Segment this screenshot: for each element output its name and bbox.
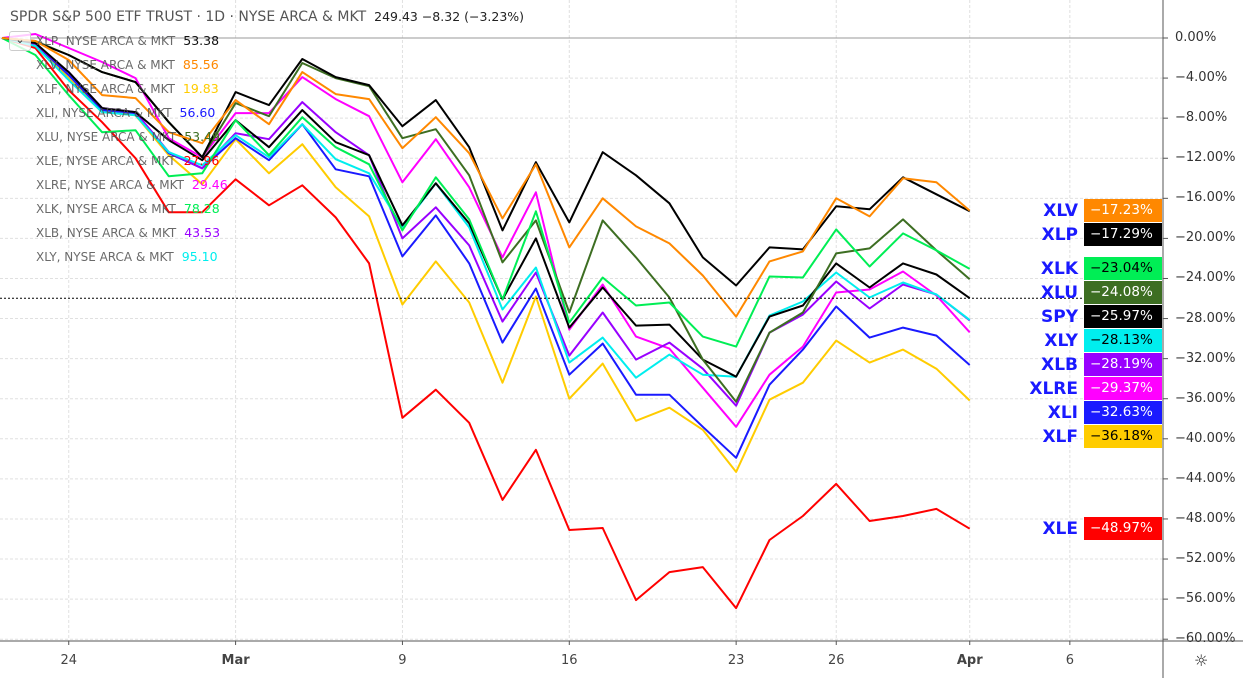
legend-item[interactable]: XLI, NYSE ARCA & MKT 56.60 xyxy=(36,105,228,129)
legend-label: XLY, NYSE ARCA & MKT xyxy=(36,250,174,264)
legend-label: XLI, NYSE ARCA & MKT xyxy=(36,106,172,120)
y-tick-label: −20.00% xyxy=(1175,230,1236,246)
legend-value: 43.53 xyxy=(184,225,221,240)
legend-value: 78.28 xyxy=(183,201,220,216)
last-value-badge-xly: −28.13% xyxy=(1084,329,1162,353)
series-label-xly: XLY xyxy=(1044,330,1078,351)
last-value-badge-xlp: −17.29% xyxy=(1084,223,1162,247)
legend-item[interactable]: XLB, NYSE ARCA & MKT 43.53 xyxy=(36,225,228,249)
y-tick-label: −52.00% xyxy=(1175,551,1236,567)
legend-value: 56.60 xyxy=(179,105,216,120)
last-value-badge-xlb: −28.19% xyxy=(1084,353,1162,377)
last-value-badge-xlv: −17.23% xyxy=(1084,199,1162,223)
series-label-xli: XLI xyxy=(1047,402,1078,423)
last-value-badge-xle: −48.97% xyxy=(1084,517,1162,541)
last-value-badge-xlre: −29.37% xyxy=(1084,377,1162,401)
y-tick-label: −16.00% xyxy=(1175,190,1236,206)
y-tick-label: 0.00% xyxy=(1175,30,1217,45)
legend-label: XLK, NYSE ARCA & MKT xyxy=(36,202,176,216)
series-label-xlb: XLB xyxy=(1041,354,1078,375)
series-line-xlre xyxy=(1,33,971,428)
legend-value: 53.49 xyxy=(184,129,220,144)
series-label-xlre: XLRE xyxy=(1029,378,1078,399)
series-label-xle: XLE xyxy=(1042,518,1078,539)
legend-item[interactable]: XLF, NYSE ARCA & MKT 19.83 xyxy=(36,81,228,105)
legend-value: 29.46 xyxy=(191,177,228,192)
legend-item[interactable]: XLU, NYSE ARCA & MKT 53.49 xyxy=(36,129,228,153)
series-line-xlk xyxy=(1,37,971,348)
chevron-down-icon: ⌄ xyxy=(15,33,25,46)
y-tick-label: −36.00% xyxy=(1175,390,1236,406)
y-tick-label: −48.00% xyxy=(1175,510,1236,526)
series-label-xlp: XLP xyxy=(1041,224,1078,245)
x-tick-label: 24 xyxy=(60,653,78,668)
series-line-xlf xyxy=(1,37,971,473)
last-value-badge-xlu: −24.08% xyxy=(1084,281,1162,305)
x-tick-label: 6 xyxy=(1065,653,1074,668)
series-line-xle xyxy=(1,37,971,610)
series-lines xyxy=(1,33,971,610)
legend-label: XLU, NYSE ARCA & MKT xyxy=(36,130,177,144)
y-tick-label: −8.00% xyxy=(1175,110,1228,126)
legend-value: 95.10 xyxy=(181,249,218,264)
y-tick-label: −56.00% xyxy=(1175,591,1236,607)
legend-label: XLP, NYSE ARCA & MKT xyxy=(36,34,176,48)
x-tick-label: 16 xyxy=(561,653,578,668)
x-tick-label: 9 xyxy=(398,653,407,668)
x-tick-label: Mar xyxy=(221,653,250,668)
y-tick-label: −60.00% xyxy=(1175,631,1236,647)
y-tick-label: −40.00% xyxy=(1175,430,1236,446)
legend-value: 85.56 xyxy=(182,57,219,72)
legend-label: XLV, NYSE ARCA & MKT xyxy=(36,58,175,72)
chart-header: SPDR S&P 500 ETF TRUST · 1D · NYSE ARCA … xyxy=(10,9,524,25)
y-tick-label: −4.00% xyxy=(1175,70,1228,86)
series-label-xlk: XLK xyxy=(1040,258,1078,279)
legend-label: XLF, NYSE ARCA & MKT xyxy=(36,82,175,96)
legend-label: XLRE, NYSE ARCA & MKT xyxy=(36,178,184,192)
chart-title: SPDR S&P 500 ETF TRUST · 1D · NYSE ARCA … xyxy=(10,9,367,25)
legend-value: 53.38 xyxy=(183,33,220,48)
last-value-badge-spy: −25.97% xyxy=(1084,305,1162,329)
series-line-xly xyxy=(1,37,971,379)
y-tick-label: −24.00% xyxy=(1175,270,1236,286)
legend-item[interactable]: XLE, NYSE ARCA & MKT 27.96 xyxy=(36,153,228,177)
last-value-badge-xlk: −23.04% xyxy=(1084,257,1162,281)
legend-collapse-button[interactable]: ⌄ xyxy=(9,31,31,51)
x-tick-label: 23 xyxy=(727,653,745,668)
series-label-xlf: XLF xyxy=(1042,426,1078,447)
legend-label: XLE, NYSE ARCA & MKT xyxy=(36,154,176,168)
y-tick-label: −32.00% xyxy=(1175,350,1236,366)
legend-value: 19.83 xyxy=(182,81,219,96)
legend-item[interactable]: XLRE, NYSE ARCA & MKT 29.46 xyxy=(36,177,228,201)
legend-item[interactable]: XLV, NYSE ARCA & MKT 85.56 xyxy=(36,57,228,81)
legend: XLP, NYSE ARCA & MKT 53.38 XLV, NYSE ARCA … xyxy=(36,33,228,273)
last-value-badge-xli: −32.63% xyxy=(1084,401,1162,425)
last-value-badge-xlf: −36.18% xyxy=(1084,425,1162,449)
legend-item[interactable]: XLP, NYSE ARCA & MKT 53.38 xyxy=(36,33,228,57)
y-tick-label: −12.00% xyxy=(1175,150,1236,166)
series-label-xlv: XLV xyxy=(1043,200,1078,221)
series-line-xlv xyxy=(1,37,971,318)
x-tick-label: 26 xyxy=(827,653,845,668)
series-label-xlu: XLU xyxy=(1040,282,1078,303)
legend-label: XLB, NYSE ARCA & MKT xyxy=(36,226,177,240)
series-label-spy: SPY xyxy=(1040,306,1078,327)
y-tick-label: −28.00% xyxy=(1175,310,1236,326)
legend-item[interactable]: XLK, NYSE ARCA & MKT 78.28 xyxy=(36,201,228,225)
legend-value: 27.96 xyxy=(183,153,220,168)
gear-icon[interactable]: ☼ xyxy=(1194,651,1209,670)
legend-item[interactable]: XLY, NYSE ARCA & MKT 95.10 xyxy=(36,249,228,273)
x-tick-label: Apr xyxy=(956,653,983,668)
y-tick-label: −44.00% xyxy=(1175,470,1236,486)
quote: 249.43 −8.32 (−3.23%) xyxy=(374,9,525,24)
